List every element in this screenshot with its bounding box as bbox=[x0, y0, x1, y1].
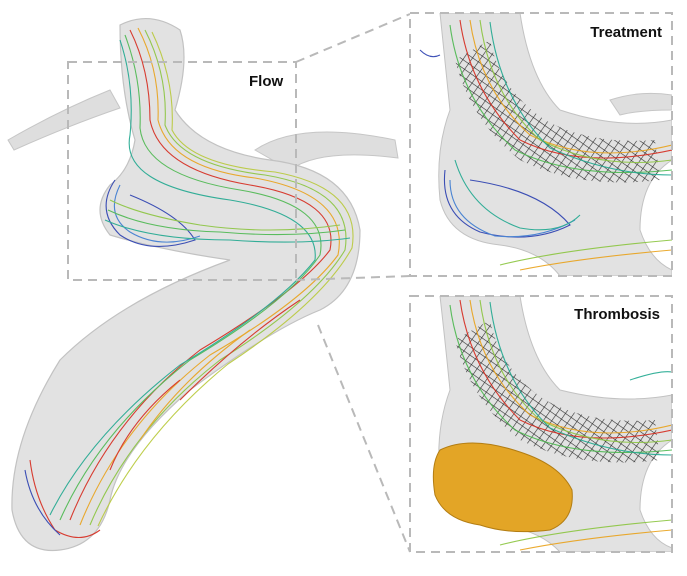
streamlines-main bbox=[24, 27, 354, 539]
thrombus-shape bbox=[432, 442, 573, 533]
thrombosis-panel bbox=[410, 296, 672, 552]
thrombosis-frame bbox=[409, 295, 673, 553]
flow-dashed-frame bbox=[67, 61, 297, 281]
connector-bottom bbox=[317, 324, 411, 553]
flow-label: Flow bbox=[249, 73, 284, 90]
treatment-panel bbox=[410, 13, 672, 276]
treatment-label: Treatment bbox=[590, 24, 662, 41]
thrombosis-label: Thrombosis bbox=[574, 306, 660, 323]
treatment-frame bbox=[409, 12, 673, 277]
connector-top bbox=[295, 13, 411, 63]
main-vessel bbox=[7, 17, 399, 552]
connector-mid bbox=[295, 275, 411, 281]
